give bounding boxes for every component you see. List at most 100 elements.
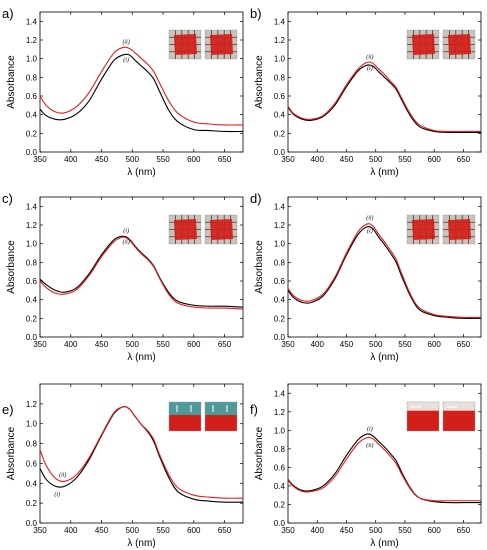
y-tick-label: 0.0 — [274, 148, 286, 157]
photo-border — [168, 214, 202, 245]
x-tick-label: 400 — [311, 526, 325, 535]
photo-red-sample — [412, 219, 435, 240]
y-tick-label: 0.4 — [274, 296, 286, 305]
panel-letter: e) — [2, 402, 14, 417]
photo-red-sample — [174, 219, 197, 240]
sample-photo — [204, 214, 238, 245]
y-tick-label: 0.8 — [26, 73, 38, 82]
chart-panel-2: c) 0.0 0.2 0.4 0.6 0.8 1.0 1.2 1.4 350 400 450 500 55… — [2, 191, 244, 363]
x-tick-label: 650 — [457, 340, 471, 349]
curve-label: (i) — [367, 227, 373, 234]
y-tick-label: 0.0 — [26, 148, 38, 157]
x-tick-label: 350 — [33, 526, 47, 535]
photo-border — [168, 29, 202, 60]
curve-label: (ii) — [366, 442, 373, 449]
photo-border — [406, 29, 440, 60]
sample-photo — [442, 401, 476, 432]
y-axis-label: Absorbance — [6, 426, 17, 480]
y-tick-label: 0.6 — [274, 277, 286, 286]
photo-red-sample — [412, 34, 435, 55]
x-tick-label: 350 — [281, 340, 295, 349]
y-tick-label: 0.4 — [26, 296, 38, 305]
plot-frame — [287, 383, 482, 524]
y-tick-label: 0.2 — [26, 314, 38, 323]
y-tick-label: 0.4 — [274, 111, 286, 120]
panel-letter: c) — [2, 191, 13, 206]
x-tick-label: 450 — [95, 155, 109, 164]
x-tick-label: 500 — [369, 155, 383, 164]
x-tick-label: 600 — [187, 155, 201, 164]
curve-label: (ii) — [122, 239, 129, 246]
sample-photo — [168, 401, 202, 432]
x-tick-label: 500 — [126, 155, 140, 164]
curve-label: (ii) — [59, 471, 66, 478]
chart-panel-0: a) 0.0 0.2 0.4 0.6 0.8 1.0 1.2 1.4 350 400 450 500 55… — [2, 6, 244, 178]
x-tick-label: 500 — [369, 526, 383, 535]
photo-red-sample — [407, 410, 439, 431]
y-tick-label: 1.2 — [274, 36, 286, 45]
y-tick-label: 1.0 — [26, 420, 38, 429]
y-tick-label: 0.6 — [274, 463, 286, 472]
x-tick-label: 650 — [218, 155, 232, 164]
series-line-ii — [39, 406, 244, 499]
plot-frame — [287, 196, 482, 338]
x-tick-label: 350 — [33, 155, 47, 164]
photo-red-sample — [210, 34, 233, 55]
plot-frame — [39, 196, 244, 338]
y-tick-label: 0.0 — [274, 333, 286, 342]
x-tick-label: 500 — [369, 340, 383, 349]
series-line-ii — [287, 223, 482, 319]
x-tick-label: 600 — [428, 526, 442, 535]
x-tick-label: 650 — [218, 526, 232, 535]
plot-frame — [39, 11, 244, 153]
y-tick-label: 1.0 — [26, 240, 38, 249]
y-tick-label: 1.2 — [26, 221, 38, 230]
x-axis-label: λ (nm) — [127, 352, 155, 363]
photo-red-sample — [443, 410, 475, 431]
photo-red-sample — [448, 34, 471, 55]
x-tick-label: 450 — [95, 340, 109, 349]
chart-panel-5: f) 0.0 0.2 0.4 0.6 0.8 1.0 1.2 1.4 350 400 450 500 55… — [250, 383, 482, 549]
series-line-i — [39, 53, 244, 133]
photo-red-sample — [169, 415, 201, 431]
sample-photo — [168, 214, 202, 245]
x-axis-label: λ (nm) — [370, 167, 398, 178]
y-tick-label: 0.2 — [26, 129, 38, 138]
sample-photo — [168, 29, 202, 60]
x-tick-label: 550 — [398, 526, 412, 535]
chart-panel-3: d) 0.0 0.2 0.4 0.6 0.8 1.0 1.2 1.4 350 400 450 500 55… — [250, 191, 482, 363]
y-tick-label: 1.4 — [274, 202, 286, 211]
panel-letter: a) — [2, 6, 14, 21]
y-tick-label: 0.8 — [26, 258, 38, 267]
x-tick-label: 400 — [64, 526, 78, 535]
x-tick-label: 500 — [126, 340, 140, 349]
y-tick-label: 0.8 — [274, 258, 286, 267]
series-line-ii — [39, 236, 244, 310]
y-tick-label: 0.6 — [26, 459, 38, 468]
y-tick-label: 1.4 — [274, 17, 286, 26]
y-tick-label: 0.6 — [26, 92, 38, 101]
y-tick-label: 0.8 — [274, 445, 286, 454]
photo-red-sample — [174, 34, 197, 55]
y-tick-label: 0.8 — [26, 440, 38, 449]
y-axis-label: Absorbance — [254, 55, 265, 109]
y-tick-label: 1.2 — [26, 400, 38, 409]
curve-label: (i) — [54, 491, 60, 498]
sample-photo — [406, 214, 440, 245]
y-tick-label: 0.8 — [274, 73, 286, 82]
x-tick-label: 650 — [218, 340, 232, 349]
photo-border — [442, 29, 476, 60]
curve-label: (i) — [367, 425, 373, 432]
x-tick-label: 350 — [281, 155, 295, 164]
series-line-ii — [287, 436, 481, 502]
x-tick-label: 650 — [457, 526, 471, 535]
photo-border — [442, 214, 476, 245]
y-tick-label: 1.0 — [26, 55, 38, 64]
x-tick-label: 550 — [398, 155, 412, 164]
y-tick-label: 1.2 — [274, 221, 286, 230]
y-axis-label: Absorbance — [254, 426, 265, 480]
sample-photo — [442, 214, 476, 245]
photo-border — [442, 401, 476, 432]
x-tick-label: 550 — [156, 340, 170, 349]
